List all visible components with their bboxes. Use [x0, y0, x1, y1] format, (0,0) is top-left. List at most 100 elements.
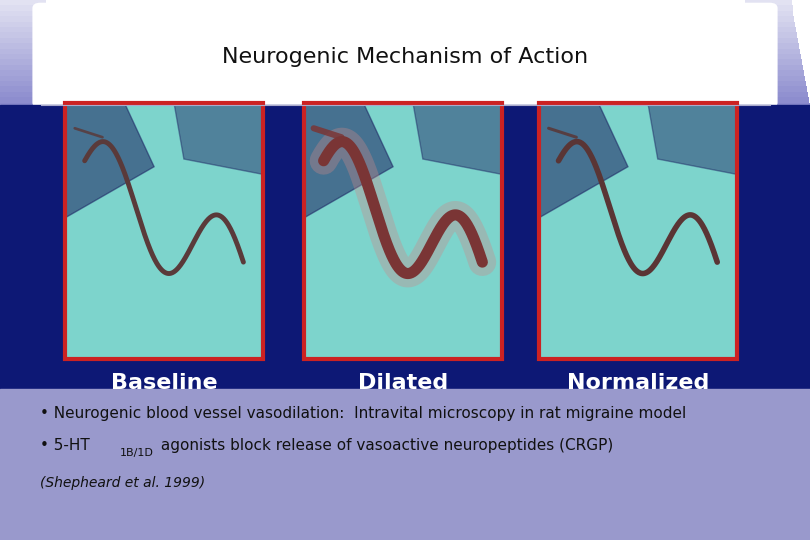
- Bar: [0, 254, 810, 259]
- Bar: [0, 443, 810, 448]
- Bar: [0, 232, 810, 238]
- FancyBboxPatch shape: [32, 3, 778, 108]
- Bar: [0, 54, 810, 59]
- Text: (Shepheard et al. 1999): (Shepheard et al. 1999): [40, 476, 206, 490]
- Bar: [745, 81, 806, 86]
- Bar: [0, 22, 50, 27]
- Polygon shape: [65, 103, 154, 218]
- Bar: [0, 22, 810, 27]
- Bar: [0, 389, 810, 540]
- Bar: [0, 259, 810, 265]
- Text: agonists block release of vasoactive neuropeptides (CRGP): agonists block release of vasoactive neu…: [156, 438, 613, 453]
- Text: Baseline: Baseline: [111, 373, 217, 394]
- Bar: [745, 16, 795, 22]
- Bar: [0, 400, 810, 405]
- Bar: [745, 59, 802, 65]
- Bar: [0, 486, 810, 491]
- Bar: [0, 65, 58, 70]
- Text: • 5-HT: • 5-HT: [40, 438, 90, 453]
- Bar: [0, 49, 810, 54]
- Bar: [0, 86, 62, 92]
- Bar: [0, 416, 810, 421]
- Bar: [0, 454, 810, 459]
- Bar: [0, 319, 810, 324]
- Bar: [0, 16, 810, 22]
- Bar: [0, 0, 810, 5]
- Bar: [0, 135, 810, 140]
- Bar: [0, 421, 810, 427]
- Bar: [0, 205, 810, 211]
- Bar: [745, 86, 807, 92]
- Bar: [0, 119, 810, 124]
- Bar: [745, 27, 796, 32]
- Bar: [745, 49, 800, 54]
- Bar: [0, 178, 810, 184]
- Bar: [0, 464, 810, 470]
- Bar: [745, 32, 797, 38]
- Bar: [0, 297, 810, 302]
- Bar: [0, 54, 56, 59]
- Bar: [0, 140, 810, 146]
- Bar: [0, 389, 810, 394]
- Bar: [0, 151, 810, 157]
- Polygon shape: [539, 103, 628, 218]
- Polygon shape: [304, 103, 393, 218]
- Bar: [0, 105, 810, 389]
- Bar: [0, 11, 49, 16]
- Bar: [745, 103, 810, 108]
- Bar: [0, 49, 55, 54]
- Polygon shape: [174, 103, 263, 174]
- Bar: [0, 221, 810, 227]
- Bar: [0, 518, 810, 524]
- Bar: [0, 97, 810, 103]
- Bar: [0, 189, 810, 194]
- Bar: [0, 216, 810, 221]
- Bar: [0, 373, 810, 378]
- Bar: [0, 362, 810, 367]
- Bar: [0, 243, 810, 248]
- Bar: [539, 103, 737, 359]
- Bar: [0, 432, 810, 437]
- Bar: [0, 124, 810, 130]
- Bar: [0, 76, 810, 81]
- Bar: [0, 535, 810, 540]
- Bar: [0, 32, 810, 38]
- Bar: [0, 70, 810, 76]
- Bar: [745, 65, 804, 70]
- Bar: [0, 27, 51, 32]
- Bar: [0, 329, 810, 335]
- Bar: [0, 70, 59, 76]
- Bar: [0, 92, 63, 97]
- Bar: [745, 70, 804, 76]
- Bar: [0, 346, 810, 351]
- Bar: [0, 16, 49, 22]
- Bar: [0, 211, 810, 216]
- Bar: [745, 22, 795, 27]
- Polygon shape: [648, 103, 737, 174]
- Text: 1B/1D: 1B/1D: [120, 448, 154, 457]
- Bar: [0, 481, 810, 486]
- Bar: [0, 81, 61, 86]
- Bar: [0, 292, 810, 297]
- Bar: [0, 59, 810, 65]
- Bar: [0, 86, 810, 92]
- Bar: [0, 367, 810, 373]
- Text: • Neurogenic blood vessel vasodilation:  Intravital microscopy in rat migraine m: • Neurogenic blood vessel vasodilation: …: [40, 406, 687, 421]
- Bar: [0, 394, 810, 400]
- Bar: [0, 405, 810, 410]
- Bar: [745, 97, 809, 103]
- Bar: [0, 427, 810, 432]
- Bar: [0, 65, 810, 70]
- Bar: [0, 43, 810, 49]
- Bar: [0, 157, 810, 162]
- Text: Neurogenic Mechanism of Action: Neurogenic Mechanism of Action: [222, 46, 588, 67]
- Bar: [0, 459, 810, 464]
- Bar: [745, 76, 805, 81]
- Bar: [0, 167, 810, 173]
- Text: Dilated: Dilated: [358, 373, 448, 394]
- Bar: [0, 383, 810, 389]
- Bar: [0, 286, 810, 292]
- Bar: [0, 194, 810, 200]
- Bar: [0, 103, 65, 108]
- Bar: [745, 11, 794, 16]
